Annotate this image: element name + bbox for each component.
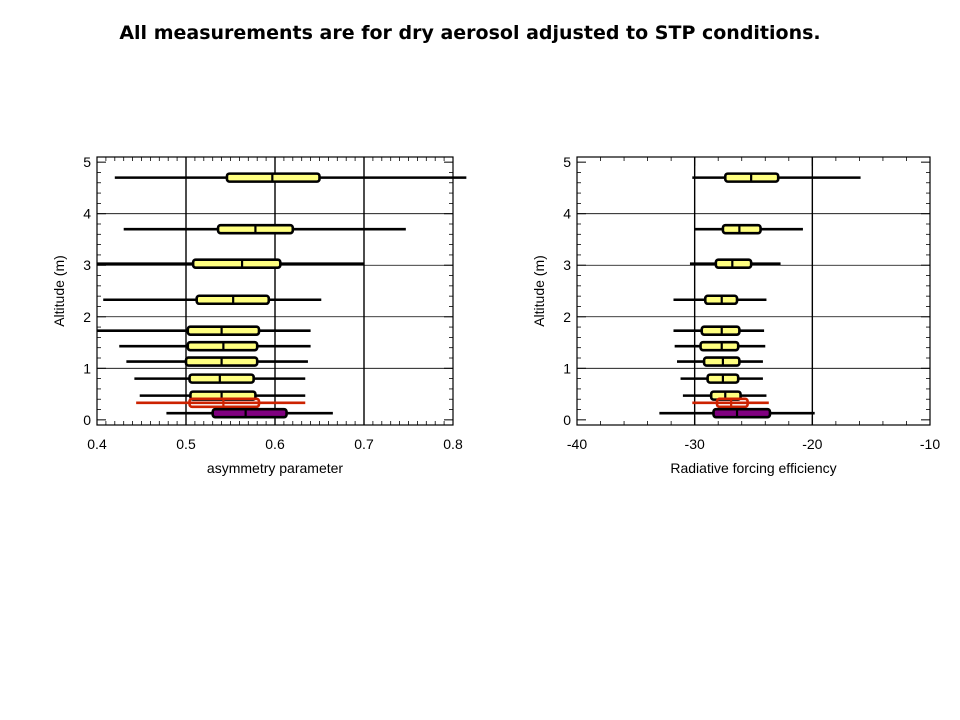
x-axis-label: Radiative forcing efficiency xyxy=(670,460,836,476)
y-tick-label: 1 xyxy=(563,360,571,376)
x-tick-label: 0.8 xyxy=(443,436,463,452)
box xyxy=(721,223,762,235)
box xyxy=(186,325,261,336)
x-tick-label: 0.4 xyxy=(87,436,107,452)
y-axis-label: Altitude (m) xyxy=(531,255,547,327)
y-tick-label: 2 xyxy=(83,309,91,325)
x-tick-label: -10 xyxy=(920,436,940,452)
y-tick-label: 4 xyxy=(83,206,91,222)
x-tick-label: 0.5 xyxy=(176,436,196,452)
box xyxy=(712,407,772,419)
box xyxy=(211,407,288,419)
slide-title: All measurements are for dry aerosol adj… xyxy=(119,22,821,44)
box xyxy=(714,258,753,269)
box xyxy=(700,325,741,336)
radiative-forcing-panel: -40 -30 -20 -10 0 1 2 3 4 5 Radiative forcing effi… xyxy=(531,154,940,476)
y-tick-label: 3 xyxy=(83,257,91,273)
x-tick-label: -20 xyxy=(802,436,822,452)
x-axis-label: asymmetry parameter xyxy=(207,460,343,476)
box xyxy=(715,397,749,409)
y-tick-label: 4 xyxy=(563,206,571,222)
y-axis-label: Altitude (m) xyxy=(51,255,67,327)
x-tick-label: -30 xyxy=(685,436,705,452)
x-tick-label: 0.6 xyxy=(265,436,285,452)
x-tick-label: 0.7 xyxy=(354,436,374,452)
y-tick-label: 5 xyxy=(563,154,571,170)
y-tick-label: 0 xyxy=(83,412,91,428)
asymmetry-parameter-panel: 0.4 0.5 0.6 0.7 0.8 0 1 2 3 4 5 asymmetry parameter… xyxy=(51,154,467,476)
box xyxy=(191,258,282,269)
y-tick-label: 2 xyxy=(563,309,571,325)
y-tick-label: 0 xyxy=(563,412,571,428)
y-tick-label: 1 xyxy=(83,360,91,376)
y-tick-label: 3 xyxy=(563,257,571,273)
box xyxy=(188,373,255,384)
box xyxy=(699,340,740,352)
plot-frame xyxy=(576,156,931,426)
y-tick-label: 5 xyxy=(83,154,91,170)
x-tick-label: -40 xyxy=(567,436,587,452)
box xyxy=(702,356,741,367)
